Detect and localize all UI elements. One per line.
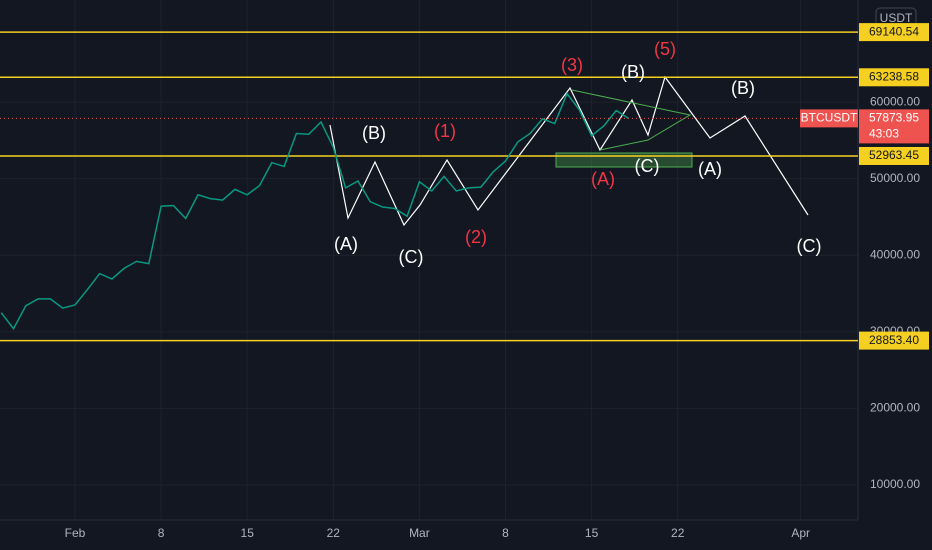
wave-label: (B) (362, 123, 386, 143)
price-line (0, 92, 629, 331)
wave-label: (1) (434, 121, 456, 141)
x-tick-label: Feb (65, 526, 86, 540)
price-label: 57873.95 (869, 111, 919, 125)
level-badge (859, 68, 929, 87)
x-tick-label: 8 (158, 526, 165, 540)
support-zone (555, 152, 693, 168)
x-tick-label: 22 (327, 526, 341, 540)
x-tick-label: 22 (671, 526, 685, 540)
x-tick-label: Mar (409, 526, 430, 540)
y-tick-label: 50000.00 (870, 171, 920, 185)
level-label: 28853.40 (869, 333, 919, 347)
currency[interactable]: USDT (880, 11, 913, 25)
wave-label: (A) (698, 159, 722, 179)
level-badge (859, 331, 929, 350)
y-tick-label: 20000.00 (870, 401, 920, 415)
price-badge (859, 109, 929, 144)
wave-label: (3) (561, 55, 583, 75)
x-tick-label: Apr (791, 526, 810, 540)
y-tick-label: 10000.00 (870, 477, 920, 491)
wave-label: (5) (654, 39, 676, 59)
level-badge (859, 23, 929, 42)
level-label: 63238.58 (869, 69, 919, 83)
wave-label: (B) (621, 62, 645, 82)
wave-label: (2) (465, 227, 487, 247)
symbol-label: BTCUSDT (801, 111, 858, 125)
x-tick-label: 15 (241, 526, 255, 540)
level-label: 52963.45 (869, 148, 919, 162)
countdown: 43:03 (869, 127, 899, 141)
x-tick-label: 15 (585, 526, 599, 540)
wave-label: (C) (399, 247, 424, 267)
wave-label: (C) (797, 236, 822, 256)
wave-label: (C) (635, 156, 660, 176)
y-tick-label: 40000.00 (870, 247, 920, 261)
level-badge (859, 146, 929, 165)
symbol-badge (800, 109, 858, 128)
grid (0, 0, 858, 520)
x-tick-label: 8 (502, 526, 509, 540)
wave-label: (A) (334, 234, 358, 254)
wave-label: (B) (731, 78, 755, 98)
level-label: 69140.54 (869, 24, 919, 38)
y-tick-label: 60000.00 (870, 94, 920, 108)
triangle (571, 89, 692, 151)
wave-projection (329, 75, 809, 227)
wave-label: (A) (591, 169, 615, 189)
